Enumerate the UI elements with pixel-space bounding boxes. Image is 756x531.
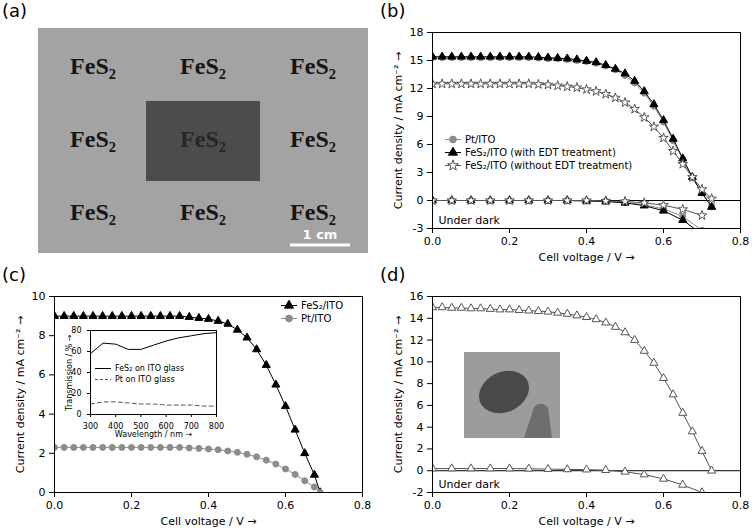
svg-text:0: 0 — [76, 410, 81, 419]
svg-text:300: 300 — [83, 422, 98, 431]
svg-text:0.2: 0.2 — [501, 499, 519, 512]
svg-text:0: 0 — [417, 464, 424, 477]
svg-text:Cell voltage / V →: Cell voltage / V → — [538, 515, 634, 528]
svg-text:800: 800 — [209, 422, 224, 431]
svg-text:6: 6 — [417, 138, 424, 151]
svg-text:0.8: 0.8 — [732, 499, 750, 512]
html-text:(a): (a) — [2, 0, 28, 21]
svg-text:Current density / mA cm⁻² →: Current density / mA cm⁻² → — [392, 316, 405, 473]
svg-text:FeS₂: FeS₂ — [180, 199, 226, 225]
svg-text:700: 700 — [183, 422, 199, 432]
svg-text:6: 6 — [417, 399, 424, 412]
svg-text:-3: -3 — [413, 222, 424, 235]
html-text:FeS₂/ITO: FeS₂/ITO — [301, 300, 343, 311]
svg-text:0: 0 — [417, 194, 424, 207]
svg-text:12: 12 — [410, 334, 424, 347]
html-text:FeS₂/ITO (with EDT treatment): FeS₂/ITO (with EDT treatment) — [465, 147, 616, 158]
svg-text:15: 15 — [410, 54, 424, 67]
svg-text:1 cm: 1 cm — [303, 227, 338, 242]
html-text:Pt/ITO: Pt/ITO — [465, 134, 496, 145]
svg-text:Wavelength / nm →: Wavelength / nm → — [115, 430, 193, 439]
svg-text:FeS₂: FeS₂ — [290, 126, 336, 152]
html-text:Pt on ITO glass: Pt on ITO glass — [115, 375, 175, 384]
svg-text:0.0: 0.0 — [424, 499, 442, 512]
svg-text:0.2: 0.2 — [123, 499, 141, 512]
svg-text:0.8: 0.8 — [354, 499, 372, 512]
svg-text:FeS₂: FeS₂ — [70, 199, 116, 225]
svg-text:Current density / mA cm⁻² →: Current density / mA cm⁻² → — [392, 52, 405, 209]
svg-text:0.0: 0.0 — [424, 235, 442, 248]
svg-text:4: 4 — [39, 408, 46, 421]
svg-text:FeS₂: FeS₂ — [290, 199, 336, 225]
svg-text:0.4: 0.4 — [200, 499, 218, 512]
html-text:(d): (d) — [380, 264, 406, 285]
svg-text:0.0: 0.0 — [46, 499, 64, 512]
svg-text:20: 20 — [71, 389, 82, 399]
svg-text:0.6: 0.6 — [277, 499, 295, 512]
svg-text:Transmission / % →: Transmission / % → — [65, 334, 74, 412]
html-text:(c): (c) — [2, 264, 26, 285]
svg-text:0: 0 — [39, 486, 46, 499]
svg-text:600: 600 — [158, 422, 174, 432]
svg-text:6: 6 — [39, 368, 46, 381]
html-text:FeS₂/ITO (without EDT treatmen: FeS₂/ITO (without EDT treatment) — [465, 160, 633, 171]
svg-text:-2: -2 — [413, 486, 424, 499]
svg-text:18: 18 — [410, 26, 424, 39]
html-text:FeS₂ on ITO glass: FeS₂ on ITO glass — [115, 364, 184, 373]
svg-text:400: 400 — [108, 422, 124, 432]
svg-text:40: 40 — [71, 368, 82, 378]
svg-text:FeS₂: FeS₂ — [180, 53, 226, 79]
svg-text:10: 10 — [410, 355, 424, 368]
svg-text:9: 9 — [417, 110, 424, 123]
svg-text:0.8: 0.8 — [732, 235, 750, 248]
svg-text:10: 10 — [32, 290, 46, 303]
svg-text:0.4: 0.4 — [578, 235, 596, 248]
svg-text:80: 80 — [71, 326, 81, 335]
svg-text:0.6: 0.6 — [655, 235, 673, 248]
html-text:(b): (b) — [380, 0, 406, 21]
svg-text:FeS₂: FeS₂ — [290, 53, 336, 79]
svg-text:FeS₂: FeS₂ — [180, 126, 226, 152]
svg-text:16: 16 — [410, 290, 424, 303]
svg-text:60: 60 — [71, 347, 82, 357]
svg-text:3: 3 — [417, 166, 424, 179]
svg-text:2: 2 — [417, 442, 424, 455]
svg-text:0.4: 0.4 — [578, 499, 596, 512]
svg-text:Under dark: Under dark — [439, 478, 501, 491]
svg-text:8: 8 — [39, 329, 46, 342]
svg-text:12: 12 — [410, 82, 424, 95]
svg-text:14: 14 — [410, 312, 424, 325]
svg-text:2: 2 — [39, 447, 46, 460]
svg-text:Cell voltage / V →: Cell voltage / V → — [160, 515, 256, 528]
svg-text:Cell voltage / V →: Cell voltage / V → — [538, 251, 634, 264]
svg-text:4: 4 — [417, 421, 424, 434]
svg-text:Under dark: Under dark — [439, 214, 501, 227]
html-text:Pt/ITO: Pt/ITO — [301, 313, 332, 324]
svg-text:FeS₂: FeS₂ — [70, 126, 116, 152]
svg-text:0.2: 0.2 — [501, 235, 519, 248]
svg-text:FeS₂: FeS₂ — [70, 53, 116, 79]
svg-text:8: 8 — [417, 377, 424, 390]
svg-text:500: 500 — [133, 422, 149, 432]
svg-text:Current density / mA cm⁻² →: Current density / mA cm⁻² → — [14, 316, 27, 473]
svg-text:0.6: 0.6 — [655, 499, 673, 512]
